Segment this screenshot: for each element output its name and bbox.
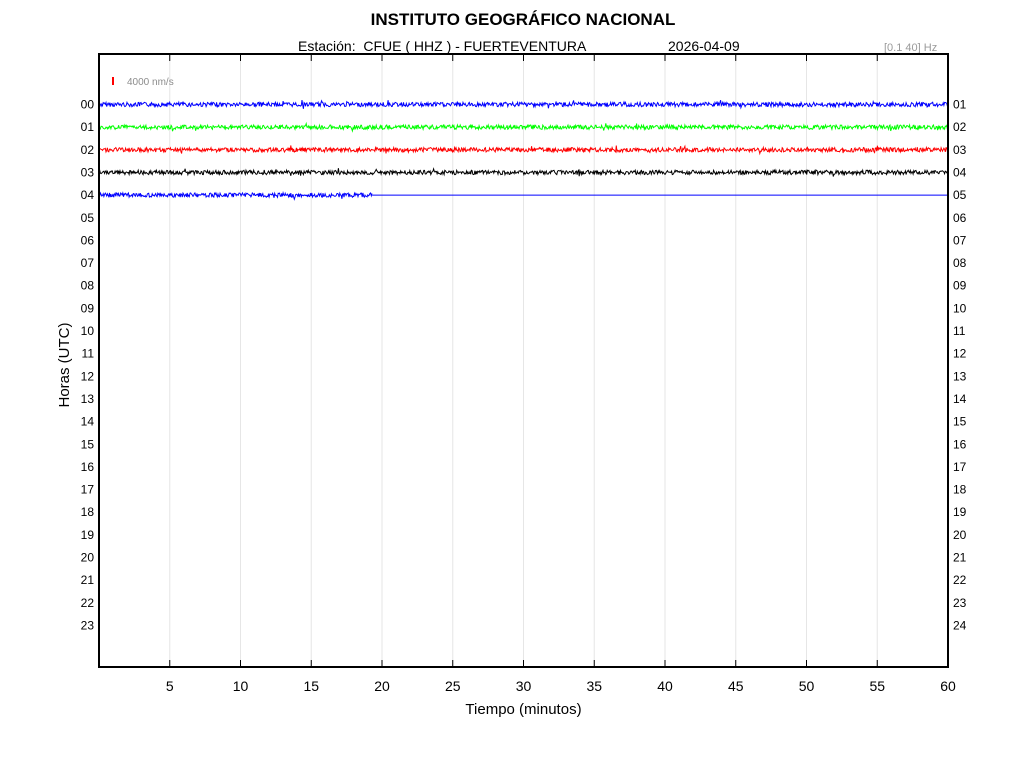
trace-hour-02 (98, 144, 948, 156)
left-hour-label: 01 (81, 120, 95, 134)
x-tick-label: 5 (166, 678, 174, 694)
left-hour-label: 21 (81, 573, 95, 587)
trace-hour-00 (98, 99, 948, 110)
right-hour-label: 18 (953, 483, 967, 497)
trace-hour-03 (98, 167, 948, 177)
right-hour-label: 23 (953, 596, 967, 610)
right-hour-label: 10 (953, 301, 967, 315)
right-hour-label: 21 (953, 551, 967, 565)
right-hour-label: 14 (953, 392, 967, 406)
x-tick-label: 25 (445, 678, 461, 694)
right-hour-label: 24 (953, 618, 967, 632)
y-axis-title: Horas (UTC) (56, 322, 73, 407)
right-hour-label: 03 (953, 143, 967, 157)
right-hour-label: 15 (953, 415, 967, 429)
right-hour-label: 19 (953, 505, 967, 519)
chart-title: INSTITUTO GEOGRÁFICO NACIONAL (370, 10, 676, 29)
right-hour-label: 07 (953, 233, 967, 247)
x-tick-label: 60 (940, 678, 956, 694)
right-hour-label: 13 (953, 369, 967, 383)
x-tick-label: 30 (516, 678, 532, 694)
right-hour-label: 02 (953, 120, 967, 134)
left-hour-label: 19 (81, 528, 95, 542)
trace-hour-04 (98, 190, 373, 201)
right-hour-label: 11 (953, 324, 966, 338)
right-hour-label: 06 (953, 211, 967, 225)
x-tick-label: 10 (233, 678, 249, 694)
x-tick-label: 50 (799, 678, 815, 694)
right-hour-label: 09 (953, 279, 967, 293)
left-hour-label: 15 (81, 437, 95, 451)
right-hour-label: 01 (953, 98, 967, 112)
right-hour-label: 20 (953, 528, 967, 542)
left-hour-label: 16 (81, 460, 95, 474)
left-hour-label: 08 (81, 279, 95, 293)
record-date: 2026-04-09 (668, 38, 740, 54)
right-hour-label: 22 (953, 573, 967, 587)
right-hour-label: 04 (953, 165, 967, 179)
left-hour-label: 22 (81, 596, 95, 610)
x-tick-label: 15 (303, 678, 319, 694)
left-hour-label: 17 (81, 483, 95, 497)
right-hour-label: 17 (953, 460, 967, 474)
scale-bar-label: 4000 nm/s (127, 77, 174, 88)
x-tick-label: 55 (869, 678, 885, 694)
filter-band-label: [0.1 40] Hz (884, 42, 938, 54)
station-label: Estación: CFUE ( HHZ ) - FUERTEVENTURA (298, 38, 587, 54)
right-hour-label: 12 (953, 347, 967, 361)
left-hour-label: 14 (81, 415, 95, 429)
left-hour-label: 04 (81, 188, 95, 202)
left-hour-label: 10 (81, 324, 95, 338)
left-hour-label: 05 (81, 211, 95, 225)
left-hour-label: 09 (81, 301, 95, 315)
right-hour-label: 05 (953, 188, 967, 202)
station-subtitle: Estación: CFUE ( HHZ ) - FUERTEVENTURA 2… (298, 38, 740, 54)
left-hour-label: 11 (82, 347, 95, 361)
left-hour-label: 20 (81, 551, 95, 565)
left-hour-label: 00 (81, 98, 95, 112)
left-hour-label: 06 (81, 233, 95, 247)
x-tick-label: 35 (586, 678, 602, 694)
left-hour-label: 12 (81, 369, 95, 383)
x-axis-title: Tiempo (minutos) (465, 701, 581, 718)
left-hour-label: 13 (81, 392, 95, 406)
left-hour-label: 03 (81, 165, 95, 179)
trace-hour-01 (98, 121, 948, 133)
left-hour-label: 23 (81, 618, 95, 632)
x-tick-label: 45 (728, 678, 744, 694)
left-hour-label: 18 (81, 505, 95, 519)
left-hour-label: 07 (81, 256, 95, 270)
left-hour-label: 02 (81, 143, 95, 157)
x-tick-label: 40 (657, 678, 673, 694)
right-hour-label: 16 (953, 437, 967, 451)
x-tick-label: 20 (374, 678, 390, 694)
right-hour-label: 08 (953, 256, 967, 270)
